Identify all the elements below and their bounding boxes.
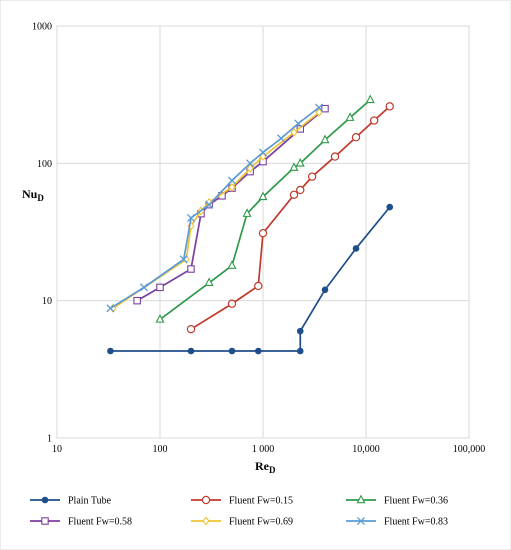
data-point: [321, 286, 329, 294]
x-axis-title: ReD: [255, 459, 276, 475]
legend: Plain Tube Fluent Fw=0.15 Fluent Fw=0.36 Fl…: [30, 494, 448, 528]
data-point: [227, 299, 237, 308]
gridlines: [56, 25, 470, 439]
legend-label: Fluent Fw=0.15: [229, 496, 293, 507]
data-point: [307, 172, 317, 181]
data-point: [290, 127, 298, 137]
data-point: [107, 347, 114, 355]
legend-label: Fluent Fw=0.69: [229, 517, 293, 528]
series-line: [159, 99, 371, 321]
data-point: [246, 159, 255, 168]
data-point: [289, 162, 299, 171]
data-point: [365, 94, 375, 104]
y-axis-title: NuD: [22, 187, 44, 203]
series-fluent-fw-0-36: [155, 94, 375, 323]
x-tick-label: 1 000: [252, 444, 275, 455]
series-fluent-fw-0-83: [106, 103, 324, 313]
data-point: [315, 107, 323, 117]
data-point: [314, 103, 324, 112]
series-fluent-fw-0-69: [109, 107, 323, 313]
data-point: [258, 148, 268, 157]
data-point: [385, 102, 394, 111]
legend-label: Fluent Fw=0.83: [384, 517, 448, 528]
data-point: [369, 116, 379, 125]
legend-entry: Fluent Fw=0.69: [191, 517, 293, 528]
x-tick-label: 100: [153, 444, 168, 455]
data-point: [179, 255, 188, 264]
legend-entry: Fluent Fw=0.36: [346, 494, 448, 507]
data-point: [228, 347, 236, 355]
data-point: [246, 163, 254, 173]
legend-label: Plain Tube: [68, 496, 112, 507]
data-point: [254, 281, 263, 291]
data-point: [139, 283, 149, 292]
data-point: [296, 347, 304, 355]
y-tick-label: 1000: [32, 22, 52, 33]
legend-label: Fluent Fw=0.36: [384, 496, 448, 507]
data-point: [227, 260, 237, 269]
legend-marker: [41, 517, 49, 525]
data-point: [133, 296, 141, 305]
data-point: [106, 304, 115, 313]
data-point: [330, 152, 340, 161]
data-point: [186, 213, 196, 223]
legend-marker: [356, 516, 366, 526]
data-point: [186, 324, 196, 334]
data-point: [296, 185, 305, 195]
data-point: [352, 245, 360, 252]
legend-entry: Fluent Fw=0.15: [191, 496, 293, 507]
data-point: [205, 200, 214, 209]
data-point: [242, 208, 252, 217]
legend-entry: Fluent Fw=0.83: [346, 517, 448, 528]
data-point: [227, 176, 237, 185]
data-point: [320, 134, 330, 144]
data-point: [296, 327, 304, 335]
data-point: [156, 283, 164, 292]
series-plain-tube: [107, 203, 394, 355]
data-point: [187, 265, 195, 273]
x-tick-label: 100,000: [453, 444, 486, 455]
data-point: [258, 191, 268, 201]
plot-series: [106, 94, 394, 355]
series-fluent-fw-0-15: [186, 102, 394, 334]
data-point: [204, 277, 214, 287]
data-point: [228, 182, 236, 192]
data-point: [321, 104, 329, 113]
legend-entry: Fluent Fw=0.58: [30, 517, 132, 528]
x-tick-label: 10,000: [352, 444, 380, 455]
data-point: [277, 134, 286, 143]
y-tick-label: 10: [42, 296, 52, 307]
legend-marker: [201, 495, 211, 505]
legend-marker: [356, 494, 366, 504]
legend-entry: Plain Tube: [30, 496, 112, 507]
y-tick-label: 100: [37, 159, 52, 170]
data-point: [258, 228, 268, 238]
data-point: [294, 119, 303, 128]
data-point: [187, 347, 195, 355]
y-tick-label: 1: [47, 434, 52, 445]
data-point: [289, 190, 299, 200]
legend-marker: [41, 496, 49, 504]
data-point: [155, 314, 165, 323]
x-tick-label: 10: [52, 444, 62, 455]
data-point: [254, 347, 262, 355]
data-point: [386, 203, 394, 211]
data-point: [295, 157, 305, 167]
data-point: [345, 112, 355, 121]
legend-marker: [202, 516, 210, 526]
legend-label: Fluent Fw=0.58: [68, 517, 132, 528]
series-line: [112, 111, 320, 309]
data-point: [351, 132, 361, 142]
